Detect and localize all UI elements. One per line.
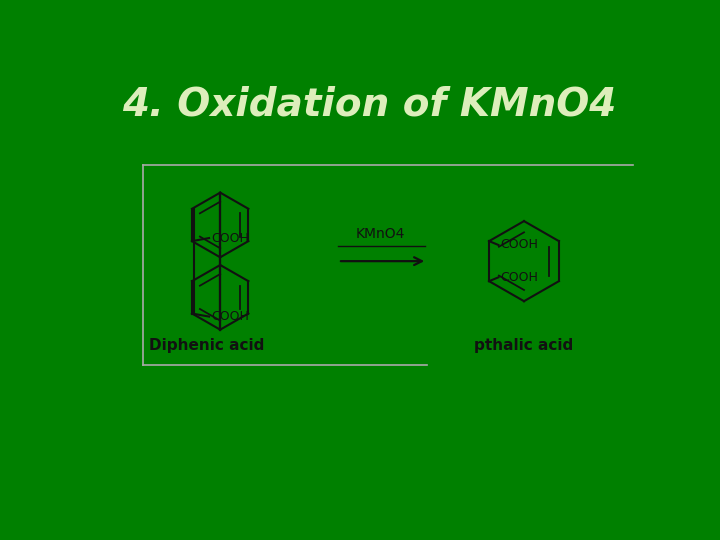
Text: Diphenic acid: Diphenic acid <box>148 339 264 353</box>
Text: 4. Oxidation of KMnO4: 4. Oxidation of KMnO4 <box>122 86 616 124</box>
Text: pthalic acid: pthalic acid <box>474 339 574 353</box>
Text: COOH: COOH <box>500 239 539 252</box>
Text: COOH: COOH <box>212 310 249 323</box>
Text: KMnO4: KMnO4 <box>356 227 405 241</box>
Text: COOH: COOH <box>500 271 539 284</box>
Text: COOH: COOH <box>212 232 249 245</box>
